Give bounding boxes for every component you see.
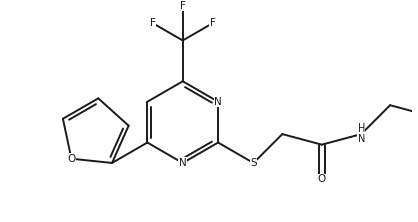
Text: H
N: H N [357,123,365,145]
Text: S: S [250,158,257,168]
Text: O: O [318,174,326,184]
Text: N: N [179,158,186,168]
Text: F: F [150,18,155,28]
Text: H: H [357,124,365,134]
Text: N: N [214,97,222,107]
Text: F: F [210,18,216,28]
Text: O: O [67,154,76,164]
Text: N: N [357,134,365,144]
Text: F: F [180,1,186,11]
